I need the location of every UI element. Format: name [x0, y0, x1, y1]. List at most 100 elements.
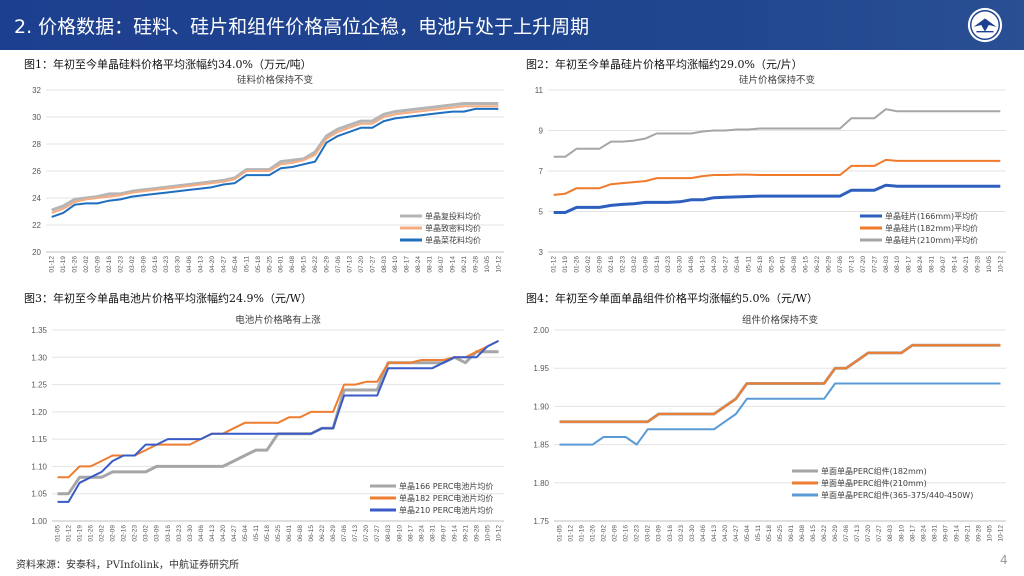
x-tick-label: 06-22 — [821, 525, 828, 542]
x-tick-label: 06-15 — [308, 525, 315, 542]
legend-label: 单晶菜花料均价 — [425, 235, 481, 245]
x-tick-label: 10-05 — [986, 256, 993, 273]
x-tick-label: 08-10 — [894, 256, 901, 273]
x-tick-label: 05-18 — [255, 256, 262, 273]
x-tick-label: 09-28 — [974, 256, 981, 273]
x-tick-label: 03-16 — [654, 256, 661, 273]
x-tick-label: 08-03 — [883, 256, 890, 273]
x-tick-label: 07-13 — [848, 256, 855, 273]
x-tick-label: 04-27 — [231, 525, 238, 542]
x-tick-label: 06-15 — [301, 256, 308, 273]
y-tick-label: 20 — [32, 248, 41, 257]
y-tick-label: 26 — [32, 167, 41, 176]
x-tick-label: 06-15 — [803, 256, 810, 273]
legend-label: 单面单晶PERC组件(182mm) — [821, 466, 927, 476]
x-tick-label: 02-16 — [623, 525, 630, 542]
x-tick-label: 06-08 — [289, 256, 296, 273]
x-tick-label: 06-22 — [319, 525, 326, 542]
x-tick-label: 01-19 — [579, 525, 586, 542]
x-tick-label: 01-26 — [72, 256, 79, 273]
x-tick-label: 09-07 — [438, 256, 445, 273]
x-tick-label: 03-09 — [642, 256, 649, 273]
y-tick-label: 11 — [535, 86, 544, 95]
x-tick-label: 09-07 — [942, 525, 949, 542]
x-tick-label: 09-07 — [440, 525, 447, 542]
company-logo-icon — [967, 7, 1003, 43]
x-tick-label: 01-12 — [49, 256, 56, 273]
chart-title: 硅料价格保持不变 — [237, 74, 314, 86]
x-tick-label: 03-23 — [176, 525, 183, 542]
x-tick-label: 08-17 — [906, 256, 913, 273]
x-tick-label: 07-27 — [369, 256, 376, 273]
x-tick-label: 02-09 — [110, 525, 117, 542]
x-tick-label: 05-25 — [266, 256, 273, 273]
x-tick-label: 08-17 — [407, 525, 414, 542]
x-tick-label: 06-08 — [297, 525, 304, 542]
x-tick-label: 02-23 — [117, 256, 124, 273]
x-tick-label: 06-29 — [832, 525, 839, 542]
legend-label: 单面单晶PERC组件(365-375/440-450W) — [821, 490, 973, 500]
x-tick-label: 04-27 — [220, 256, 227, 273]
y-tick-label: 1.30 — [31, 353, 47, 362]
x-tick-label: 06-01 — [788, 525, 795, 542]
y-tick-label: 1.95 — [533, 364, 549, 373]
x-tick-label: 02-09 — [597, 256, 604, 273]
x-tick-label: 06-29 — [330, 525, 337, 542]
y-tick-label: 1.75 — [533, 517, 549, 526]
x-tick-label: 05-04 — [734, 256, 741, 273]
x-tick-label: 10-12 — [997, 525, 1004, 542]
series-line — [559, 382, 1001, 446]
x-tick-label: 02-09 — [95, 256, 102, 273]
x-tick-label: 06-08 — [791, 256, 798, 273]
x-tick-label: 08-24 — [418, 525, 425, 542]
x-tick-label: 04-13 — [198, 256, 205, 273]
x-tick-label: 02-02 — [585, 256, 592, 273]
figure1-label: 图1：年初至今单晶硅料价格平均涨幅约34.0%（万元/吨） — [24, 58, 312, 71]
x-tick-label: 01-12 — [551, 256, 558, 273]
y-tick-label: 9 — [539, 127, 544, 136]
y-tick-label: 1.90 — [533, 402, 549, 411]
y-tick-label: 28 — [32, 140, 41, 149]
x-tick-label: 01-19 — [77, 525, 84, 542]
x-tick-label: 01-12 — [568, 525, 575, 542]
x-tick-label: 08-10 — [396, 525, 403, 542]
x-tick-label: 06-15 — [810, 525, 817, 542]
series-line — [559, 344, 1001, 423]
y-tick-label: 5 — [539, 208, 544, 217]
x-tick-label: 06-22 — [312, 256, 319, 273]
y-tick-label: 2.00 — [533, 326, 549, 335]
y-tick-label: 1.05 — [31, 490, 47, 499]
cell-price-chart: 1.00 1.05 1.10 1.15 1.20 1.25 1.30 1.35 01-05 01-… — [31, 314, 504, 542]
y-tick-label: 1.20 — [31, 408, 47, 417]
x-tick-label: 04-20 — [220, 525, 227, 542]
y-tick-label: 1.15 — [31, 435, 47, 444]
x-tick-label: 09-14 — [951, 256, 958, 273]
x-tick-label: 02-23 — [619, 256, 626, 273]
x-tick-label: 06-01 — [278, 256, 285, 273]
legend-label: 单晶硅片(210mm)平均价 — [885, 235, 978, 245]
x-tick-label: 03-23 — [163, 256, 170, 273]
module-price-chart: 1.75 1.80 1.85 1.90 1.95 2.00 01-05 01-12 01-19 0… — [533, 314, 1006, 542]
x-tick-label: 05-11 — [745, 256, 752, 273]
x-tick-label: 04-06 — [198, 525, 205, 542]
slide-header: 2. 价格数据：硅料、硅片和组件价格高位企稳，电池片处于上升周期 — [0, 0, 1024, 50]
series-line — [553, 108, 1001, 158]
page-number: 4 — [1000, 553, 1008, 567]
x-tick-label: 06-29 — [324, 256, 331, 273]
x-tick-label: 08-03 — [381, 256, 388, 273]
y-tick-label: 1.25 — [31, 381, 47, 390]
x-tick-label: 06-08 — [799, 525, 806, 542]
x-tick-label: 08-17 — [404, 256, 411, 273]
x-tick-label: 07-06 — [335, 256, 342, 273]
legend-label: 单晶210 PERC电池片均价 — [399, 505, 493, 515]
legend-label: 单晶182 PERC电池片均价 — [399, 493, 493, 503]
legend-label: 单晶166 PERC电池片均价 — [399, 481, 493, 491]
y-tick-label: 32 — [32, 86, 41, 95]
x-tick-label: 05-25 — [275, 525, 282, 542]
x-tick-label: 08-24 — [917, 256, 924, 273]
x-tick-label: 09-14 — [451, 525, 458, 542]
x-tick-label: 04-06 — [700, 525, 707, 542]
x-tick-label: 03-09 — [140, 256, 147, 273]
x-tick-label: 10-05 — [484, 525, 491, 542]
x-tick-label: 05-11 — [243, 256, 250, 273]
